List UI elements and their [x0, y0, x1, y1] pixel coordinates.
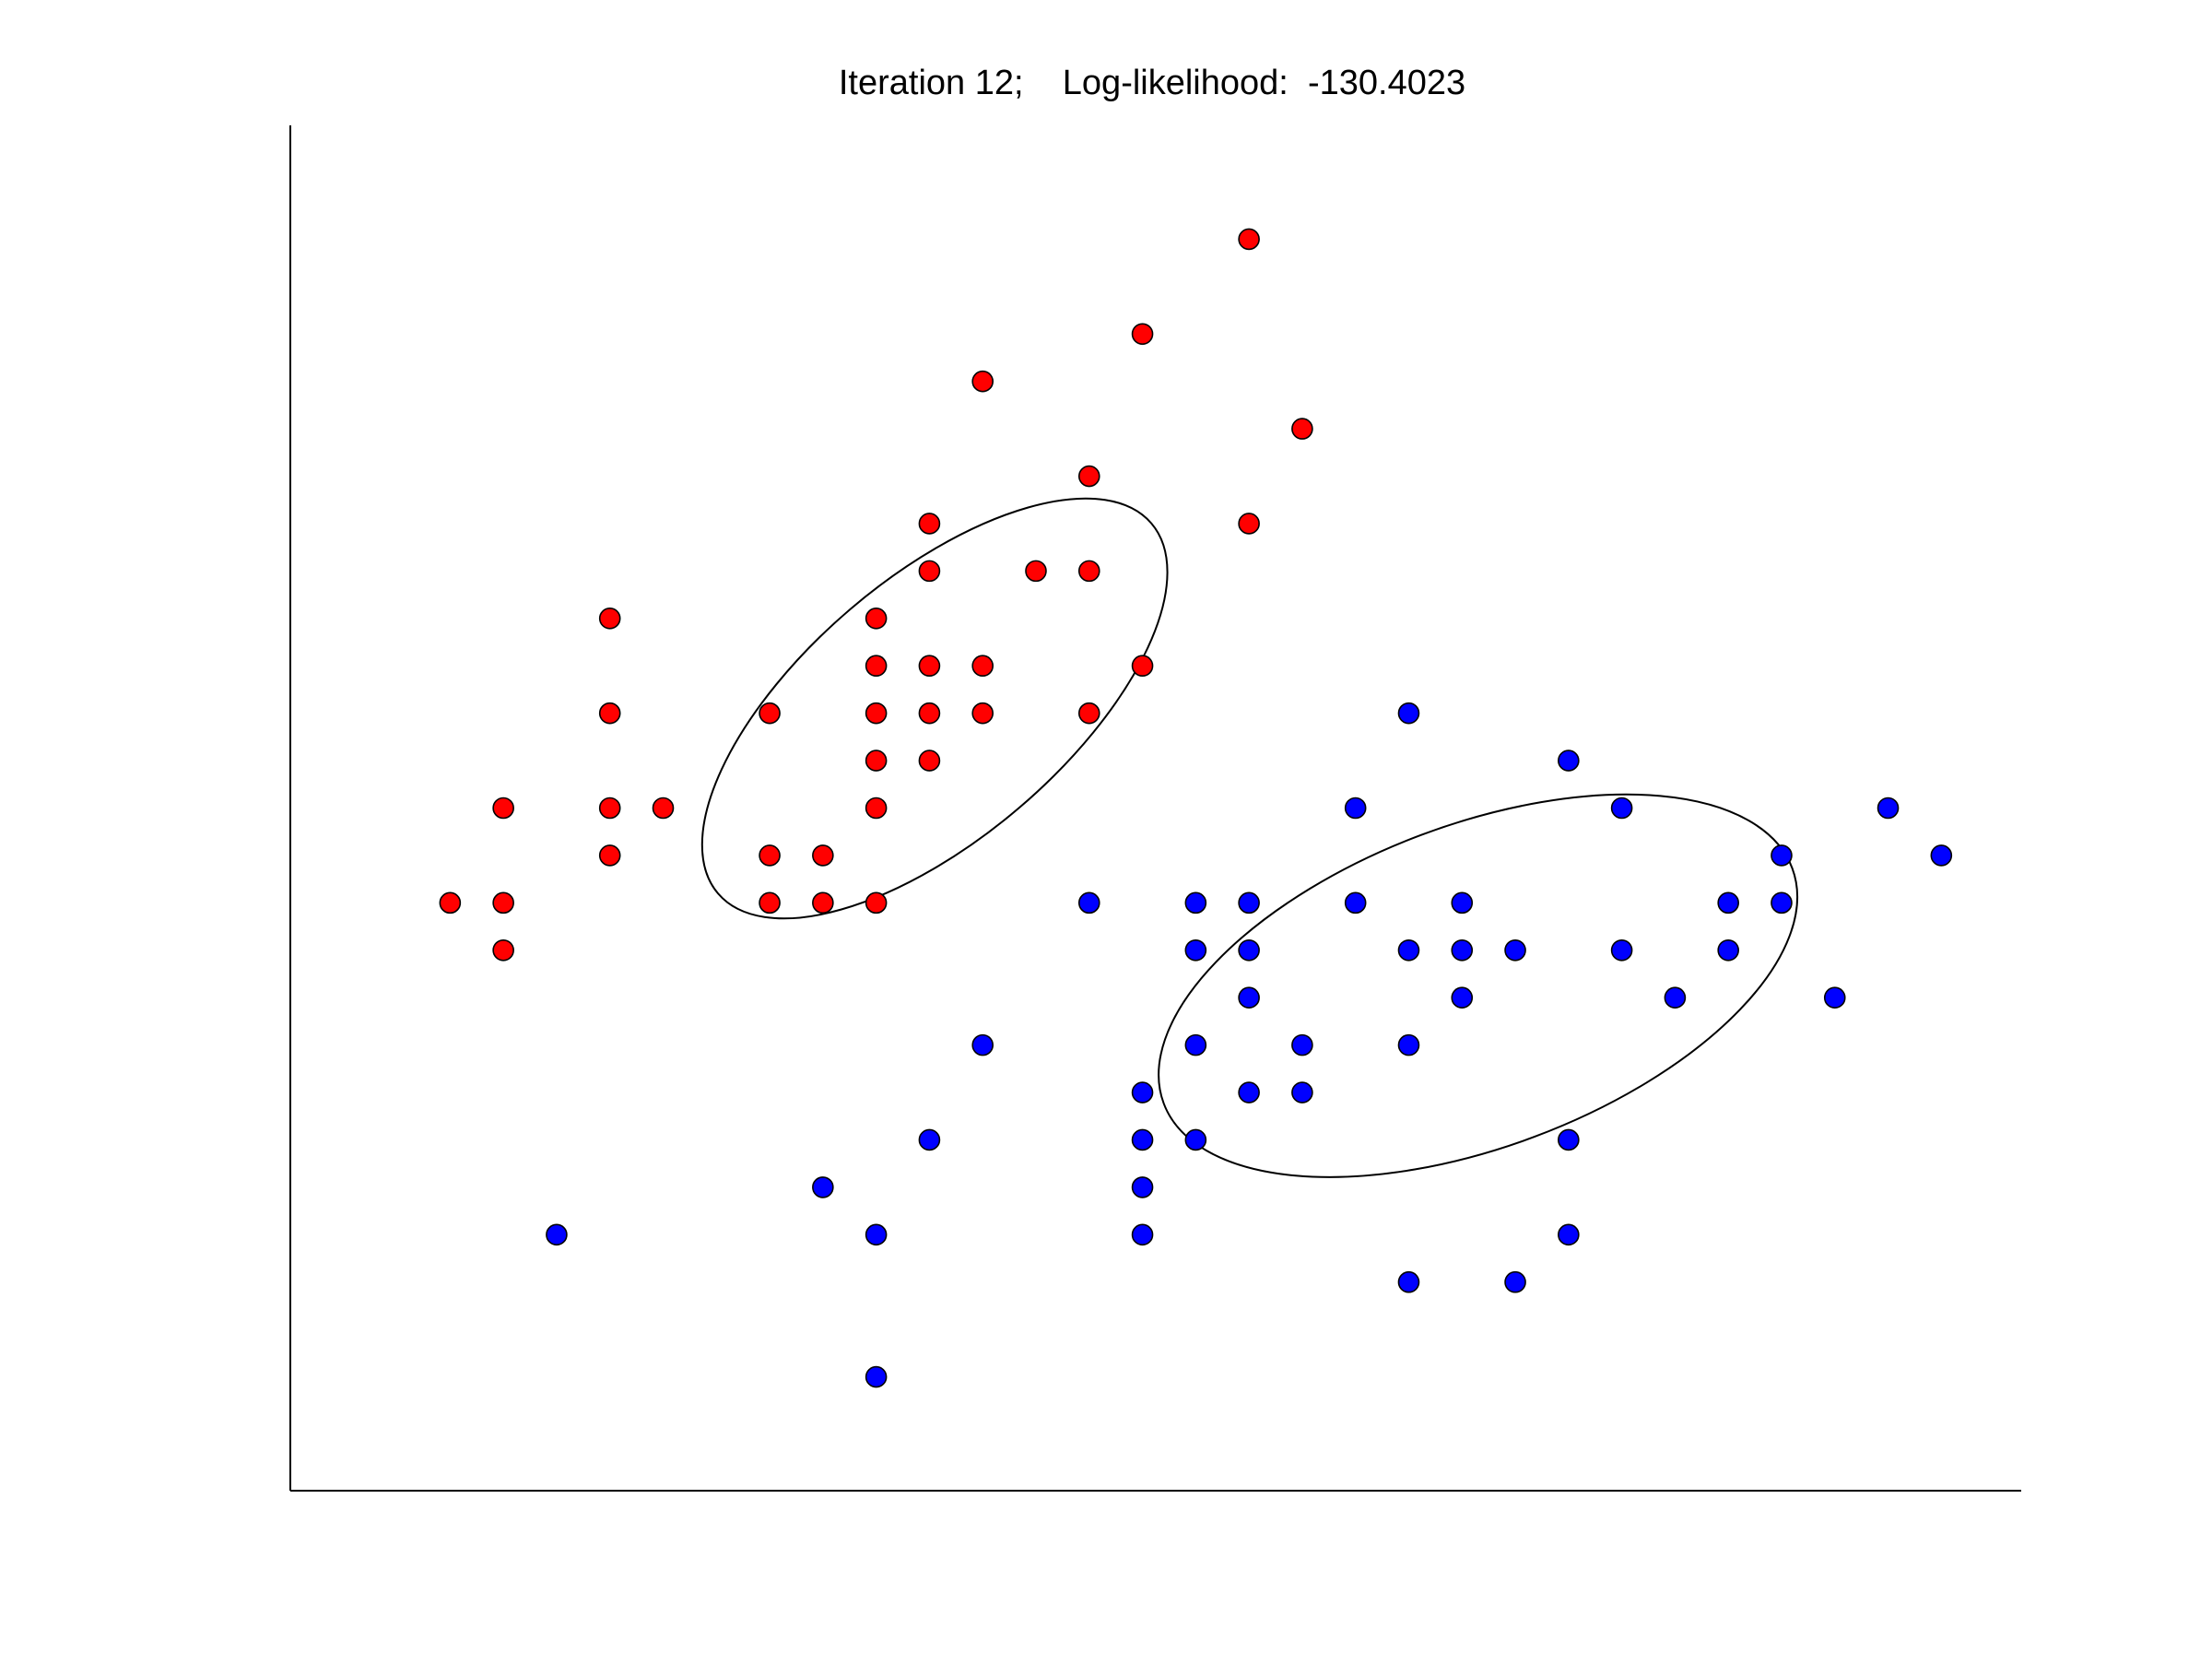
data-point: [1397, 702, 1420, 725]
covariance-ellipse-2: [1158, 793, 1799, 1178]
data-point: [971, 655, 994, 678]
data-point: [1558, 1223, 1580, 1246]
series-1: [439, 228, 1313, 962]
data-point: [1238, 1081, 1260, 1103]
data-point: [812, 891, 834, 915]
data-point: [1238, 513, 1260, 535]
data-point: [1930, 844, 1953, 867]
data-point: [865, 608, 888, 630]
data-point: [439, 891, 462, 915]
data-point: [759, 891, 781, 915]
data-point: [971, 702, 994, 725]
data-point: [1131, 1176, 1154, 1198]
data-point: [1610, 797, 1633, 820]
data-point: [918, 702, 941, 725]
data-point: [1238, 938, 1260, 962]
data-point: [1077, 702, 1100, 725]
data-point: [812, 844, 834, 867]
data-point: [971, 370, 994, 393]
data-point: [812, 1176, 834, 1198]
data-point: [865, 702, 888, 725]
data-point: [598, 797, 621, 820]
data-point: [1131, 1223, 1154, 1246]
data-point: [492, 797, 514, 820]
data-point: [1291, 418, 1313, 440]
data-point: [1717, 891, 1739, 915]
chart-title: Iteration 12; Log-likelihood: -130.4023: [839, 64, 1465, 102]
data-point: [1451, 891, 1474, 915]
data-point: [598, 608, 621, 630]
data-point: [759, 702, 781, 725]
data-point: [865, 797, 888, 820]
data-point: [1291, 1081, 1313, 1103]
data-point: [1077, 465, 1100, 488]
data-point: [1504, 1270, 1526, 1293]
data-point: [1451, 986, 1474, 1009]
data-point: [598, 702, 621, 725]
data-point: [1238, 891, 1260, 915]
data-point: [1184, 938, 1207, 962]
data-point: [1184, 891, 1207, 915]
covariance-ellipse-1: [700, 497, 1169, 920]
data-point: [1131, 1081, 1154, 1103]
data-point: [1344, 797, 1367, 820]
data-point: [1131, 1128, 1154, 1151]
data-point: [1184, 1033, 1207, 1056]
data-point: [1184, 1128, 1207, 1151]
data-point: [1131, 655, 1154, 678]
data-point: [865, 1223, 888, 1246]
data-point: [1451, 938, 1474, 962]
data-point: [918, 513, 941, 535]
data-point: [918, 1128, 941, 1151]
data-point: [1771, 844, 1793, 867]
data-point: [1025, 560, 1047, 583]
data-point: [1717, 938, 1739, 962]
data-point: [1077, 891, 1100, 915]
data-point: [1238, 986, 1260, 1009]
data-point: [652, 797, 675, 820]
data-point: [1131, 323, 1154, 346]
data-point: [918, 560, 941, 583]
data-point: [1558, 1128, 1580, 1151]
data-point: [1077, 560, 1100, 583]
data-point: [1238, 228, 1260, 251]
data-point: [598, 844, 621, 867]
data-point: [1771, 891, 1793, 915]
data-point: [1291, 1033, 1313, 1056]
covariance-ellipses: [700, 497, 1799, 1178]
data-point: [865, 749, 888, 772]
data-point: [918, 749, 941, 772]
data-point: [1397, 1270, 1420, 1293]
data-points: [439, 228, 1953, 1388]
data-point: [1823, 986, 1846, 1009]
data-point: [1397, 1033, 1420, 1056]
data-point: [492, 938, 514, 962]
data-point: [865, 891, 888, 915]
data-point: [971, 1033, 994, 1056]
data-point: [492, 891, 514, 915]
data-point: [918, 655, 941, 678]
data-point: [865, 655, 888, 678]
data-point: [1610, 938, 1633, 962]
data-point: [546, 1223, 568, 1246]
data-point: [1504, 938, 1526, 962]
data-point: [1397, 938, 1420, 962]
data-point: [1664, 986, 1687, 1009]
data-point: [865, 1365, 888, 1388]
data-point: [759, 844, 781, 867]
data-point: [1877, 797, 1900, 820]
series-2: [546, 702, 1953, 1388]
data-point: [1344, 891, 1367, 915]
data-point: [1558, 749, 1580, 772]
